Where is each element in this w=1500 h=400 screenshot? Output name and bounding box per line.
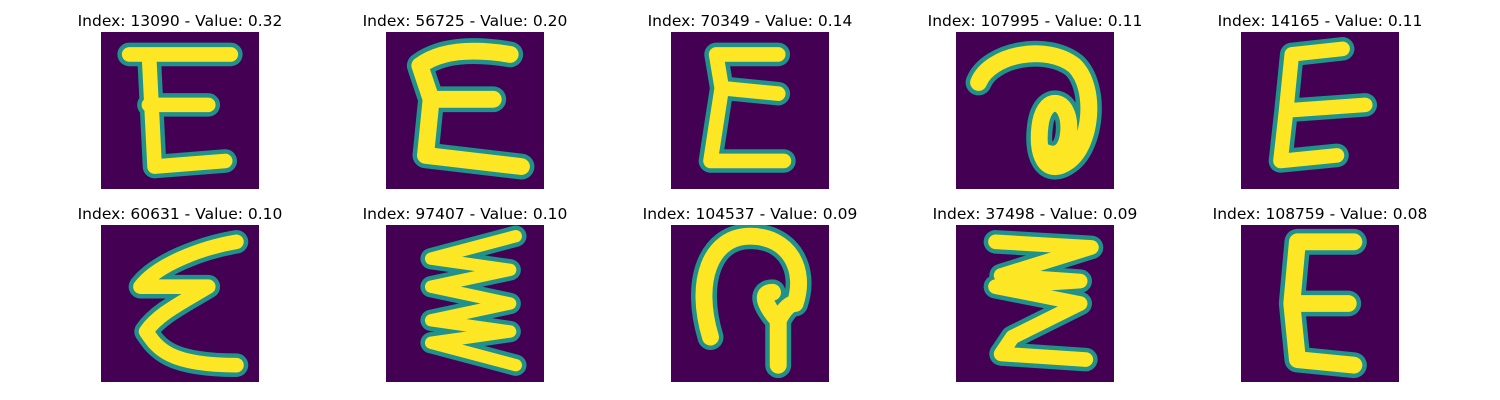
panel-title: Index: 104537 - Value: 0.09: [642, 205, 858, 223]
panel-title: Index: 70349 - Value: 0.14: [647, 12, 853, 30]
panel-2: Index: 56725 - Value: 0.20: [345, 10, 585, 189]
panel-6: Index: 60631 - Value: 0.10: [60, 203, 300, 382]
digit-image: [386, 32, 544, 189]
panel-title: Index: 14165 - Value: 0.11: [1217, 12, 1423, 30]
digit-image: [101, 225, 259, 382]
panel-4: Index: 107995 - Value: 0.11: [915, 10, 1155, 189]
panel-title: Index: 13090 - Value: 0.32: [77, 12, 283, 30]
digit-image: [1241, 225, 1399, 382]
digit-image: [671, 225, 829, 382]
panel-5: Index: 14165 - Value: 0.11: [1200, 10, 1440, 189]
panel-7: Index: 97407 - Value: 0.10: [345, 203, 585, 382]
panel-1: Index: 13090 - Value: 0.32: [60, 10, 300, 189]
digit-image: [1241, 32, 1399, 189]
panel-title: Index: 56725 - Value: 0.20: [362, 12, 568, 30]
panel-title: Index: 97407 - Value: 0.10: [362, 205, 568, 223]
digit-image: [956, 225, 1114, 382]
digit-image: [671, 32, 829, 189]
digit-image: [956, 32, 1114, 189]
panel-3: Index: 70349 - Value: 0.14: [630, 10, 870, 189]
panel-8: Index: 104537 - Value: 0.09: [630, 203, 870, 382]
panel-9: Index: 37498 - Value: 0.09: [915, 203, 1155, 382]
digit-image: [101, 32, 259, 189]
panel-title: Index: 60631 - Value: 0.10: [77, 205, 283, 223]
panel-title: Index: 107995 - Value: 0.11: [927, 12, 1143, 30]
panel-title: Index: 108759 - Value: 0.08: [1212, 205, 1428, 223]
panel-10: Index: 108759 - Value: 0.08: [1200, 203, 1440, 382]
panel-title: Index: 37498 - Value: 0.09: [932, 205, 1138, 223]
digit-image: [386, 225, 544, 382]
